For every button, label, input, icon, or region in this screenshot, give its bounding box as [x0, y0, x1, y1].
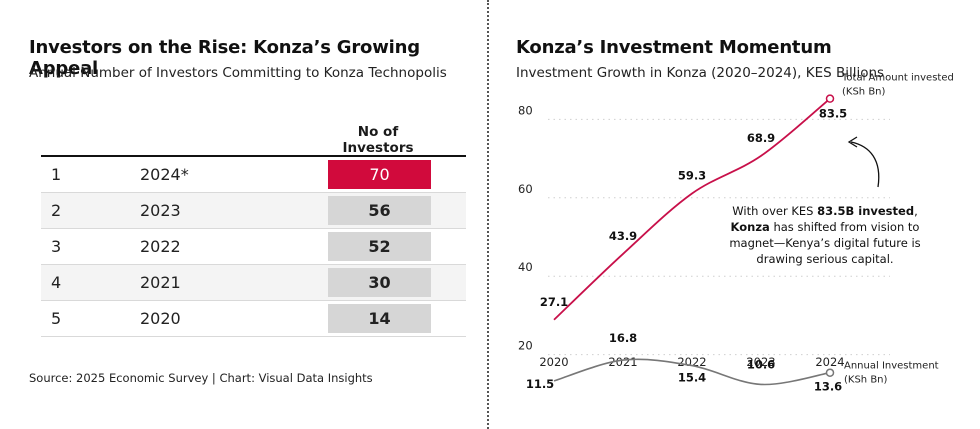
investors-table: 1 2024* 70 2 2023 56 3 2022 52 4 2021 30 5 2020 14 — [41, 155, 466, 337]
series-label: Annual Investment — [844, 361, 939, 372]
total-invested-endpoint — [825, 94, 835, 103]
data-label: 16.8 — [609, 331, 637, 345]
table-row: 5 2020 14 — [41, 301, 466, 337]
y-tick-label: 60 — [518, 182, 533, 196]
rank-cell: 3 — [51, 237, 62, 256]
investment-title: Konza’s Investment Momentum — [516, 37, 832, 58]
data-label: 59.3 — [678, 169, 706, 183]
data-label: 68.9 — [747, 131, 775, 145]
rank-cell: 5 — [51, 309, 62, 328]
annotation-line-2: Konza has shifted from vision to — [731, 220, 920, 234]
y-tick-label: 20 — [518, 339, 533, 353]
annual-investment-line — [553, 358, 831, 386]
data-label: 27.1 — [540, 295, 568, 309]
investor-count-cell: 56 — [328, 196, 431, 225]
source-note: Source: 2025 Economic Survey | Chart: Vi… — [29, 371, 373, 385]
investment-panel: Konza’s Investment Momentum Investment G… — [490, 0, 980, 429]
x-tick-label: 2021 — [608, 355, 637, 369]
year-cell: 2020 — [140, 309, 181, 328]
investor-count-cell: 14 — [328, 304, 431, 333]
data-label: 13.6 — [814, 380, 842, 394]
annual-investment-endpoint — [825, 368, 835, 377]
data-label: 43.9 — [609, 229, 637, 243]
x-tick-label: 2020 — [539, 355, 568, 369]
x-tick-label: 2022 — [677, 355, 706, 369]
year-cell: 2023 — [140, 201, 181, 220]
y-tick-label: 80 — [518, 103, 533, 117]
table-row: 4 2021 30 — [41, 265, 466, 301]
investor-count-cell: 30 — [328, 268, 431, 297]
series-label: (KSh Bn) — [842, 87, 886, 98]
investment-subtitle: Investment Growth in Konza (2020–2024), … — [516, 65, 885, 81]
year-cell: 2024* — [140, 165, 189, 184]
data-label: 11.5 — [526, 377, 554, 391]
table-row: 3 2022 52 — [41, 229, 466, 265]
y-tick-label: 40 — [518, 260, 533, 274]
annotation-arrow — [850, 141, 880, 188]
x-tick-label: 2024 — [815, 355, 844, 369]
investors-title: Investors on the Rise: Konza’s Growing A… — [29, 37, 420, 79]
total-invested-line — [553, 98, 831, 321]
investors-panel: Investors on the Rise: Konza’s Growing A… — [0, 0, 488, 429]
series-label: Total Amount invested — [841, 73, 954, 84]
annotation-line-4: drawing serious capital. — [756, 252, 893, 266]
x-tick-label: 2023 — [746, 355, 775, 369]
year-cell: 2022 — [140, 237, 181, 256]
data-label: 15.4 — [678, 371, 706, 385]
rank-cell: 2 — [51, 201, 62, 220]
investors-subtitle: Annual Number of Investors Committing to… — [29, 65, 447, 81]
annotation-line-3: magnet—Kenya’s digital future is — [729, 236, 920, 250]
annotation-arrowhead — [847, 136, 858, 148]
panel-divider — [487, 0, 489, 429]
data-label: 10.6 — [747, 357, 775, 371]
series-label: (KSh Bn) — [844, 375, 888, 386]
investor-count-cell: 52 — [328, 232, 431, 261]
table-row: 2 2023 56 — [41, 193, 466, 229]
rank-cell: 4 — [51, 273, 62, 292]
rank-cell: 1 — [51, 165, 62, 184]
table-row: 1 2024* 70 — [41, 157, 466, 193]
year-cell: 2021 — [140, 273, 181, 292]
investor-count-cell: 70 — [328, 160, 431, 189]
data-label: 83.5 — [819, 107, 847, 121]
investors-column-header: No of Investors — [342, 124, 414, 156]
investment-line-chart: 20 40 60 80 2020 2021 2022 2023 2024 27.1 43.9 59.3… — [518, 73, 954, 394]
annotation-line-1: With over KES 83.5B invested, — [732, 204, 917, 218]
